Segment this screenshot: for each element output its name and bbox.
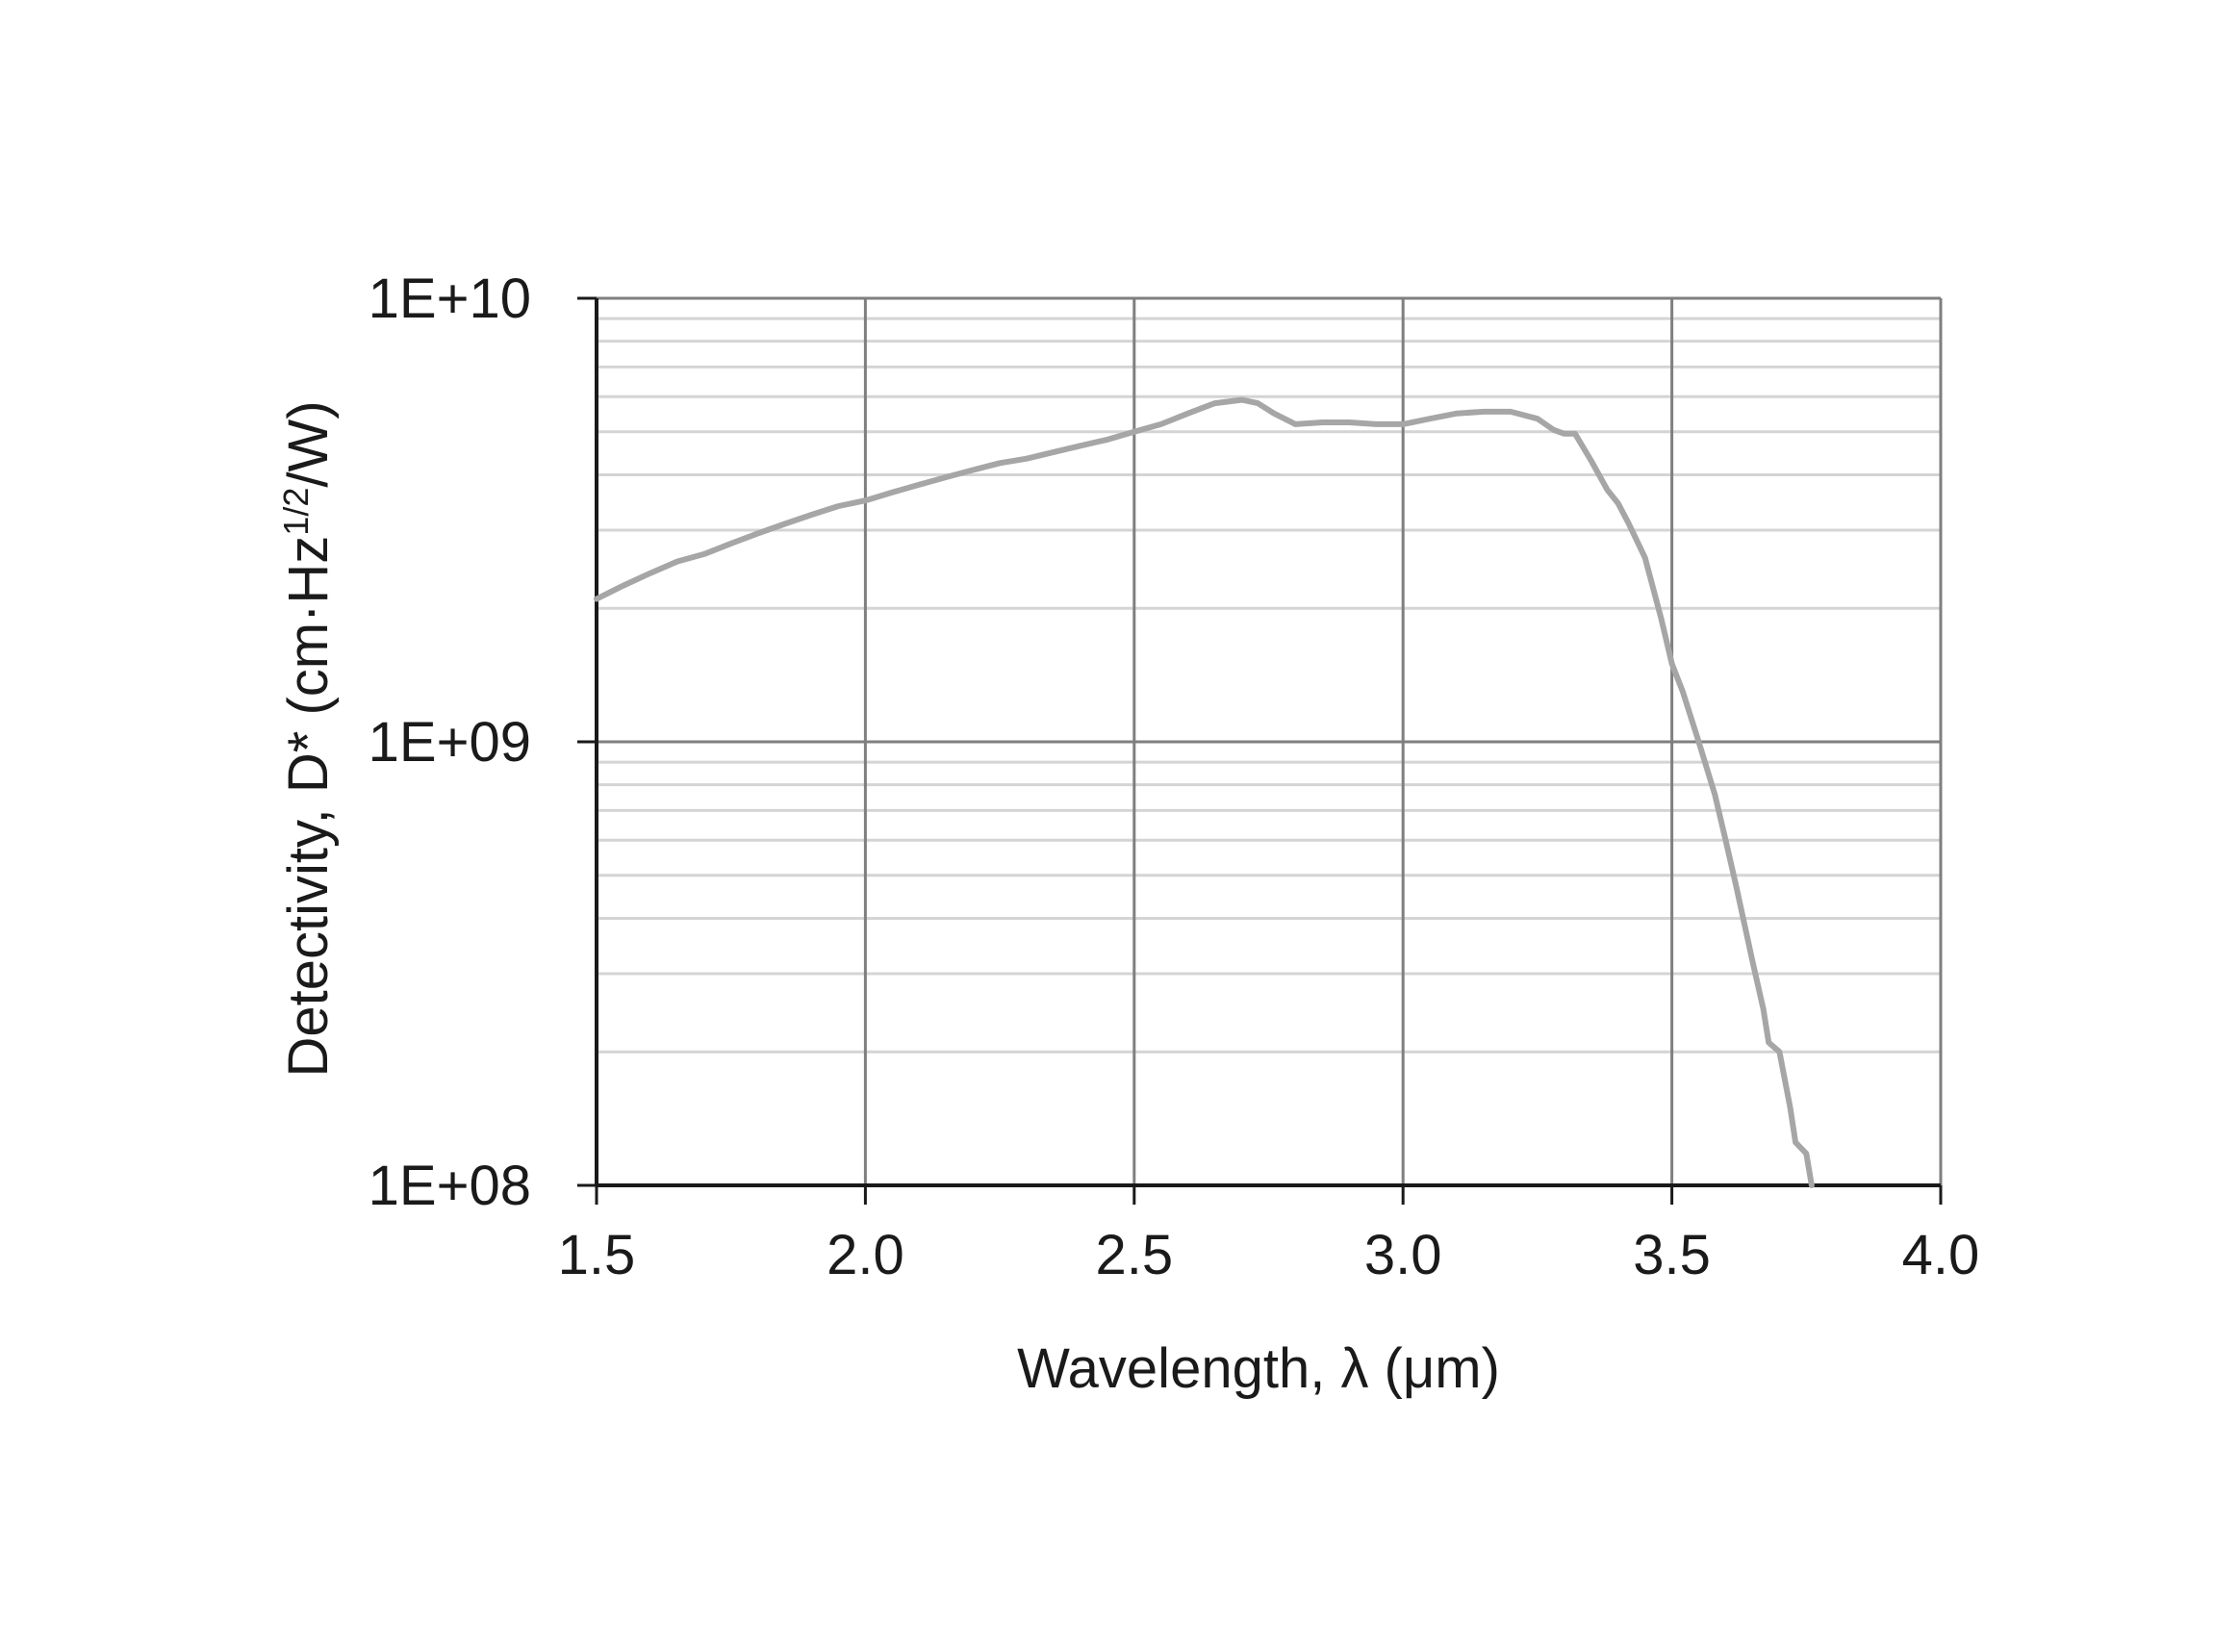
x-tick-label: 3.0 — [1364, 1224, 1442, 1286]
y-tick-label: 1E+09 — [369, 711, 531, 774]
y-axis-title-superscript: 1/2 — [276, 488, 316, 536]
y-axis-title-suffix: /W) — [277, 400, 340, 487]
series-layer — [594, 396, 1815, 1188]
minor-gridlines — [597, 317, 1941, 1054]
x-tick-label: 4.0 — [1902, 1224, 1980, 1286]
x-tick-label: 3.5 — [1633, 1224, 1711, 1286]
y-axis-title: Detectivity, D* (cm·Hz1/2/W) — [276, 400, 340, 1077]
axes — [577, 296, 1943, 1205]
y-tick-labels: 1E+08 1E+09 1E+10 — [369, 267, 531, 1217]
x-tick-labels: 1.5 2.0 2.5 3.0 3.5 4.0 — [558, 1224, 1980, 1286]
x-axis-title: Wavelength, λ (μm) — [1017, 1337, 1500, 1400]
x-tick-label: 1.5 — [558, 1224, 636, 1286]
y-tick-label: 1E+08 — [369, 1155, 531, 1217]
x-tick-label: 2.5 — [1095, 1224, 1173, 1286]
y-axis-title-main: Detectivity, D* (cm·Hz — [277, 536, 340, 1078]
x-tick-label: 2.0 — [827, 1224, 904, 1286]
y-tick-label: 1E+10 — [369, 267, 531, 330]
series-line — [594, 396, 1815, 1188]
